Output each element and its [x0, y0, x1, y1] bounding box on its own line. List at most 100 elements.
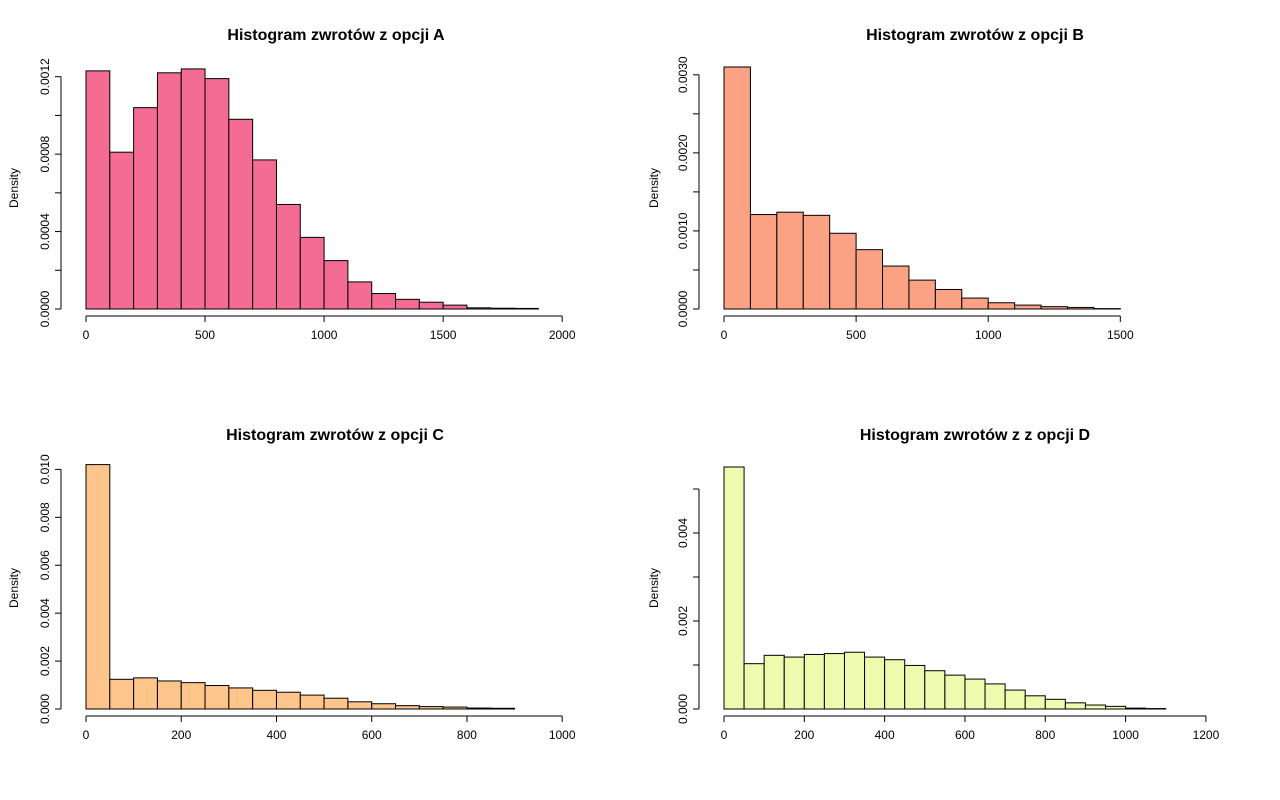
- histogram-bar: [924, 670, 946, 710]
- histogram-bar: [347, 701, 373, 710]
- histogram-bar: [133, 677, 158, 710]
- histogram-bar: [418, 301, 444, 310]
- x-tick-label: 1000: [549, 728, 576, 742]
- histogram-bar: [275, 203, 301, 310]
- y-tick-label: 0.010: [38, 454, 52, 484]
- x-tick-label: 400: [875, 728, 895, 742]
- y-tick-label: 0.0012: [38, 58, 52, 95]
- histogram-bar: [252, 689, 277, 710]
- y-tick-label: 0.002: [676, 606, 690, 636]
- histogram-bar: [133, 107, 158, 310]
- y-axis-label: Density: [647, 568, 661, 608]
- x-tick-label: 200: [794, 728, 814, 742]
- histogram-bar: [275, 691, 301, 710]
- histogram-bar: [802, 214, 831, 310]
- y-tick-label: 0.004: [38, 598, 52, 628]
- histogram-bar: [723, 466, 745, 710]
- y-tick-label: 0.006: [38, 550, 52, 580]
- histogram-bar: [228, 118, 254, 310]
- y-tick-label: 0.0010: [676, 212, 690, 249]
- x-tick-label: 0: [721, 728, 728, 742]
- histogram-panel-2: Histogram zwrotów z opcji B Density 0 500 10…: [647, 27, 1134, 342]
- histogram-bar: [109, 151, 135, 310]
- y-tick-label: 0.0020: [676, 134, 690, 171]
- histogram-bar: [204, 685, 230, 710]
- chart-title: Histogram zwrotów z opcji B: [866, 27, 1084, 44]
- x-axis: 0 200 400 600 800 1000 1200: [721, 715, 1220, 742]
- x-tick-label: 0: [721, 328, 728, 342]
- x-tick-label: 2000: [549, 328, 576, 342]
- histogram-bar: [442, 304, 468, 310]
- histogram-bar: [371, 703, 397, 710]
- histogram-bar: [299, 694, 325, 710]
- histogram-bar: [1044, 698, 1066, 710]
- y-tick-label: 0.0008: [38, 135, 52, 172]
- x-tick-label: 1000: [1112, 728, 1139, 742]
- x-tick-label: 1000: [311, 328, 338, 342]
- x-tick-label: 0: [83, 728, 90, 742]
- histogram-bar: [749, 214, 778, 310]
- x-tick-label: 800: [457, 728, 477, 742]
- histogram-bar: [180, 68, 206, 310]
- x-tick-label: 800: [1035, 728, 1055, 742]
- histogram-panel-3: Histogram zwrotów z opcji C Density 0 200 40…: [7, 427, 576, 742]
- histogram-bar: [987, 302, 1016, 310]
- y-axis-label: Density: [7, 568, 21, 608]
- histogram-bar: [803, 653, 825, 710]
- histogram-bar: [776, 211, 804, 310]
- histogram-bar: [323, 697, 349, 710]
- y-tick-label: 0.002: [38, 646, 52, 676]
- y-tick-label: 0.008: [38, 502, 52, 532]
- x-tick-label: 500: [846, 328, 866, 342]
- histogram-bar: [204, 78, 230, 310]
- histogram-bar: [395, 298, 420, 310]
- histogram-bar: [109, 678, 135, 710]
- x-tick-label: 0: [83, 328, 90, 342]
- histogram-bar: [299, 236, 325, 310]
- histogram-bar: [1024, 695, 1046, 710]
- y-axis-label: Density: [647, 168, 661, 208]
- y-axis: 0.000 0.002 0.004: [676, 488, 700, 724]
- histogram-bar: [829, 232, 857, 310]
- histogram-bar: [156, 72, 182, 310]
- histogram-bar: [180, 682, 206, 710]
- histogram-bar: [855, 249, 884, 310]
- histogram-bar: [1084, 704, 1107, 710]
- x-tick-label: 200: [171, 728, 191, 742]
- histogram-bar: [347, 281, 373, 310]
- chart-title: Histogram zwrotów z opcji A: [227, 27, 445, 44]
- chart-title: Histogram zwrotów z opcji C: [226, 427, 444, 444]
- histogram-bar: [85, 70, 111, 310]
- x-tick-label: 1500: [1107, 328, 1134, 342]
- x-tick-label: 600: [362, 728, 382, 742]
- histogram-bar: [964, 678, 986, 710]
- y-tick-label: 0.0000: [38, 290, 52, 327]
- histogram-bar: [864, 656, 886, 710]
- histogram-bar: [783, 656, 805, 710]
- histogram-bar: [908, 279, 936, 310]
- x-tick-label: 500: [195, 328, 215, 342]
- x-tick-label: 1500: [430, 328, 457, 342]
- histogram-bar: [252, 159, 277, 310]
- histogram-bar: [843, 651, 866, 710]
- histogram-bar: [156, 680, 182, 710]
- y-axis-label: Density: [7, 168, 21, 208]
- y-tick-label: 0.000: [38, 694, 52, 724]
- histogram-panel-1: Histogram zwrotów z opcji A Density 0 500 10…: [7, 27, 576, 342]
- y-axis: 0.0000 0.0010 0.0020 0.0030: [676, 56, 700, 327]
- y-axis: 0.000 0.002 0.004 0.006 0.008 0.010: [38, 454, 62, 724]
- chart-title: Histogram zwrotów z z opcji D: [860, 427, 1090, 444]
- x-tick-label: 1200: [1193, 728, 1220, 742]
- histogram-bar: [882, 265, 910, 310]
- histogram-bar: [371, 293, 397, 310]
- histogram-bar: [1064, 702, 1086, 710]
- x-axis: 0 200 400 600 800 1000: [83, 715, 576, 742]
- histogram-bar: [823, 653, 845, 710]
- x-tick-label: 400: [266, 728, 286, 742]
- histogram-bar: [1004, 689, 1026, 710]
- histogram-bar: [884, 659, 906, 710]
- y-axis: 0.0000 0.0004 0.0008 0.0012: [38, 58, 62, 327]
- histogram-bar: [984, 683, 1006, 710]
- x-tick-label: 1000: [975, 328, 1002, 342]
